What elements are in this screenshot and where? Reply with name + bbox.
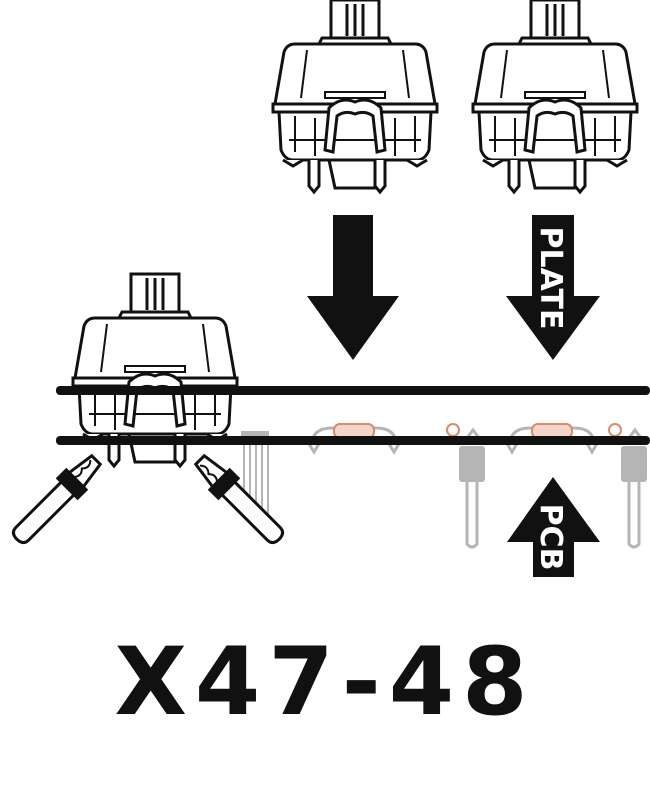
arrow-down-icon [506, 215, 600, 360]
plate-label: PLATE [533, 227, 568, 330]
arrow-down-icon [307, 215, 399, 360]
arrow-up-icon [507, 477, 600, 577]
plate-line [56, 386, 650, 395]
keyboard-switch-top-middle [271, 0, 439, 194]
keyboard-switch-top-right [471, 0, 639, 194]
pcb-arrow: PCB [507, 477, 600, 577]
pcb-label: PCB [533, 504, 568, 571]
tweezers-icon-right [188, 448, 291, 551]
model-number: X47-48 [114, 628, 536, 737]
pcb-line [56, 436, 650, 445]
tweezers-icon-left [5, 448, 108, 551]
plate-arrow: PLATE [506, 215, 600, 360]
